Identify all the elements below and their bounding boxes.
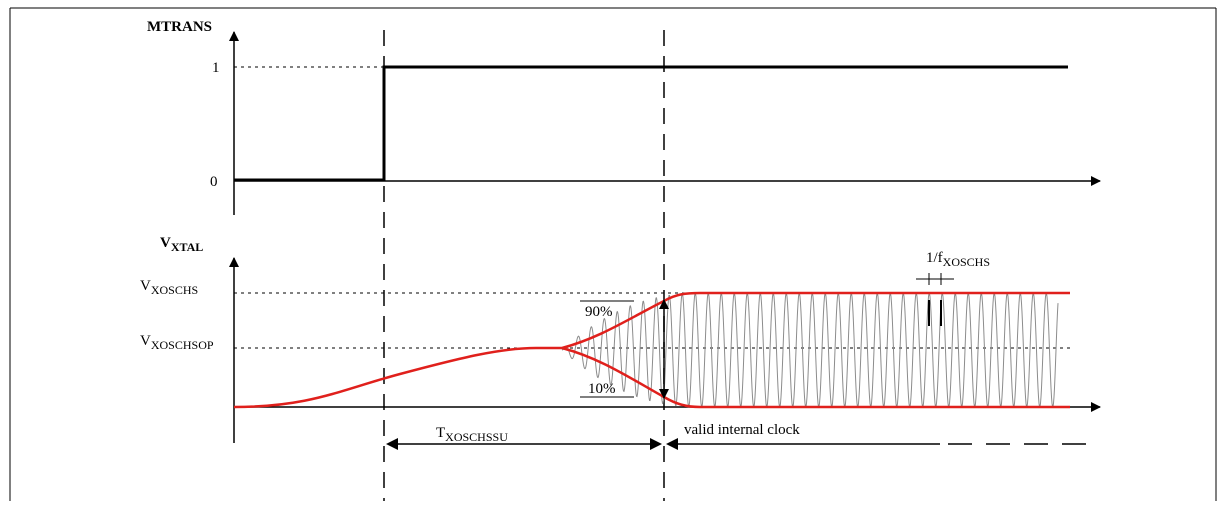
mtrans-signal <box>234 65 1068 182</box>
vxoschs-label-main: V <box>140 278 151 294</box>
vxoschsop-label-main: V <box>140 333 151 349</box>
vxoschs-label: VXOSCHS <box>140 278 198 297</box>
mtrans-level-low-label: 0 <box>210 174 218 190</box>
startup-arrow-left <box>386 438 398 450</box>
vxoschsop-label-sub: XOSCHSOP <box>151 338 214 352</box>
period-label-main: 1/f <box>926 250 943 266</box>
valid-clock-label: valid internal clock <box>684 422 800 438</box>
vxoschs-label-sub: XOSCHS <box>151 283 198 297</box>
vxtal-label: VXTAL <box>160 235 203 254</box>
mtrans-level-high-label: 1 <box>212 60 220 76</box>
vxtal-label-sub: XTAL <box>171 240 203 254</box>
startup-time-label: TXOSCHSSU <box>436 425 508 444</box>
startup-time-label-main: T <box>436 425 445 441</box>
oscillation-trace <box>561 292 1059 408</box>
oscillation-waveform <box>561 292 1059 408</box>
startup-time-label-sub: XOSCHSSU <box>445 430 508 444</box>
pct-high-label: 90% <box>585 304 613 320</box>
vxoschsop-label: VXOSCHSOP <box>140 333 214 352</box>
mtrans-label: MTRANS <box>147 19 212 35</box>
pct-low-label: 10% <box>588 381 616 397</box>
startup-arrow-right <box>650 438 662 450</box>
vxtal-label-main: V <box>160 235 171 251</box>
period-label: 1/fXOSCHS <box>926 250 990 269</box>
valid-clock-arrow-left <box>666 438 678 450</box>
period-label-sub: XOSCHS <box>943 255 990 269</box>
